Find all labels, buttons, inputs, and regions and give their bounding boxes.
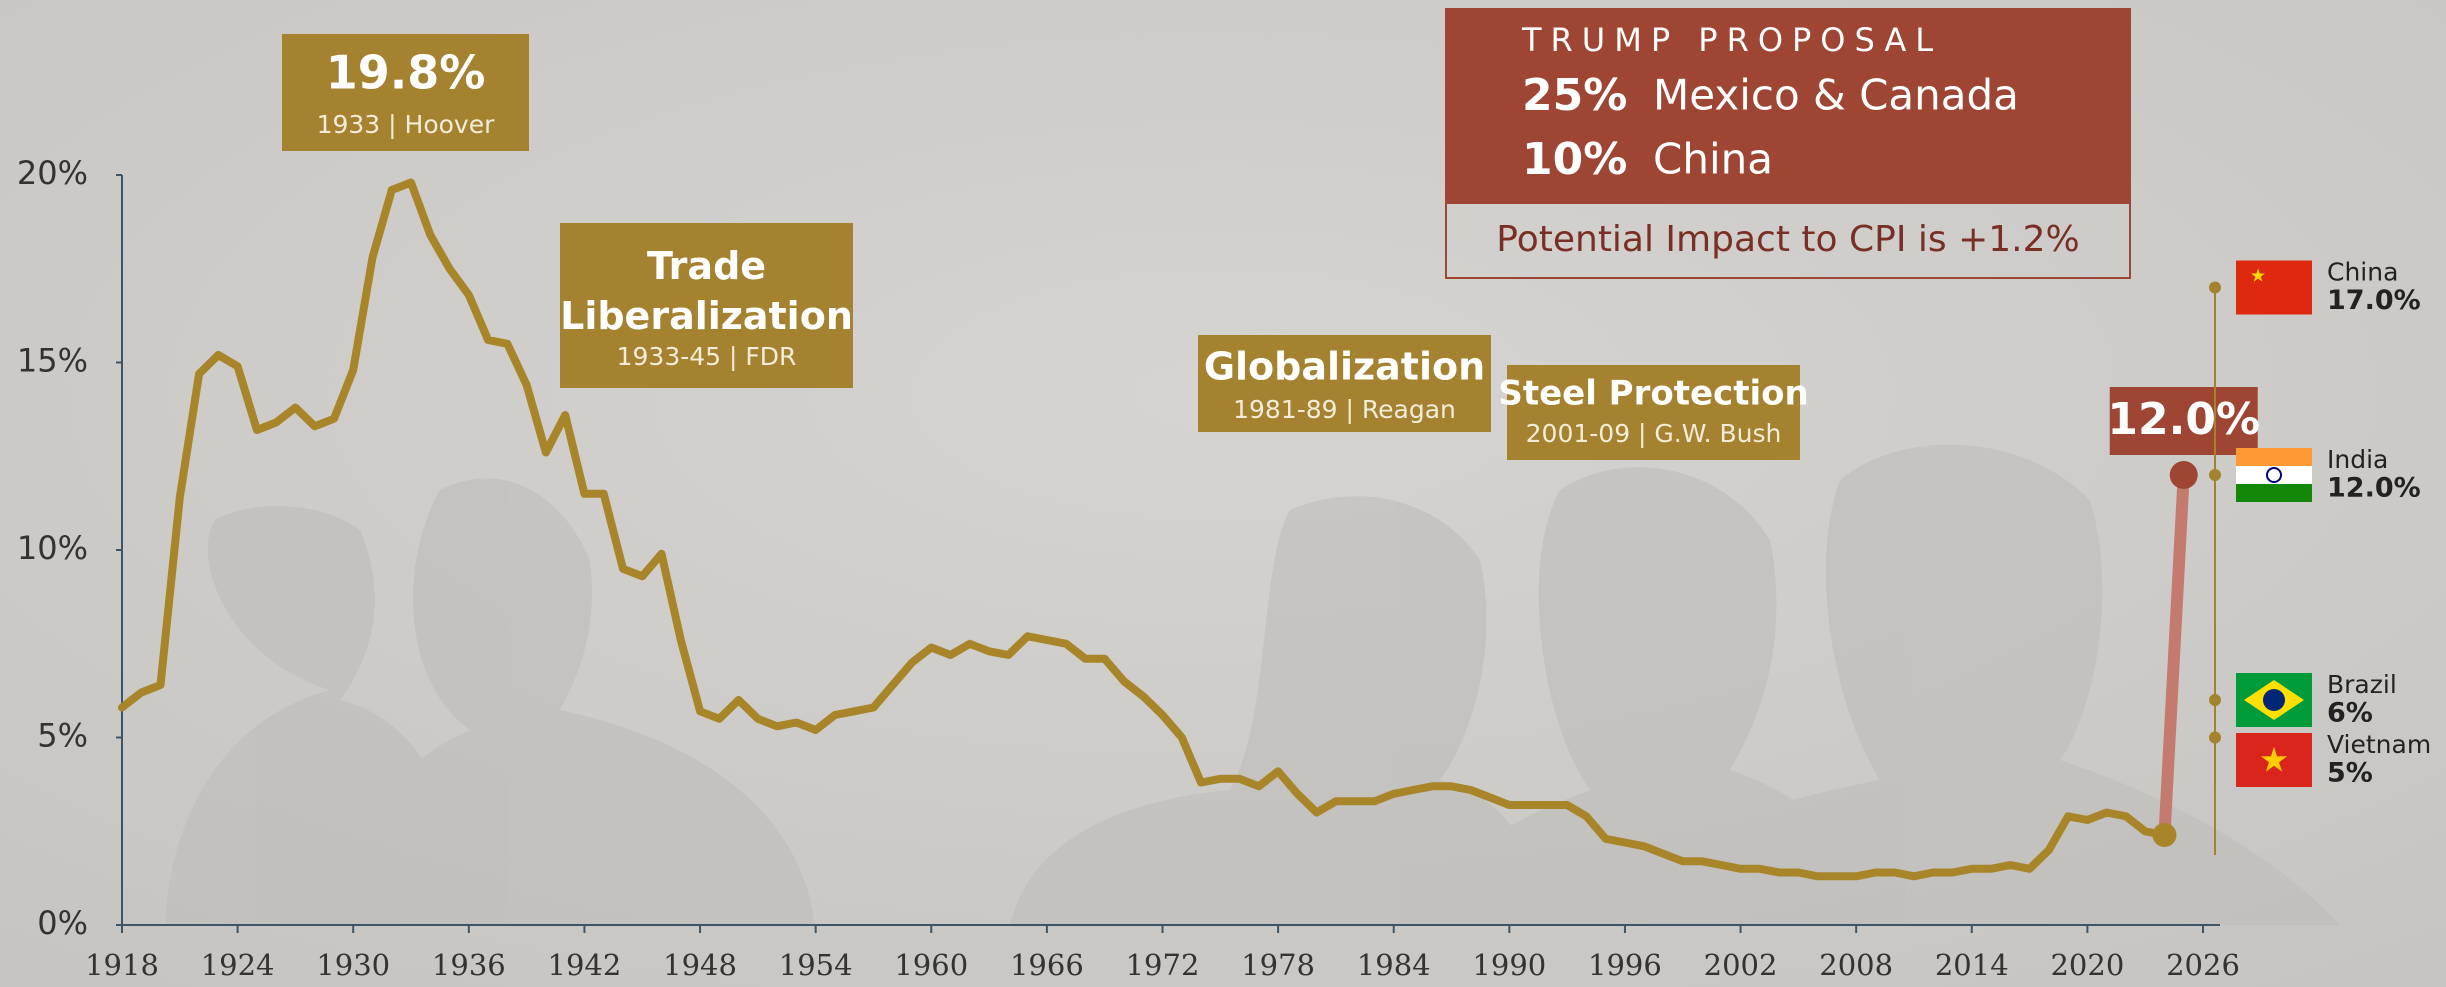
x-tick-label: 2026 — [2166, 948, 2240, 982]
annotation-subtitle: 2001-09 | G.W. Bush — [1526, 419, 1782, 448]
annotation-title-line: Liberalization — [560, 294, 853, 338]
country-rate: 6% — [2327, 698, 2373, 729]
x-tick-label: 1972 — [1126, 948, 1200, 982]
x-tick-label: 1960 — [894, 948, 968, 982]
annotation-title: Steel Protection — [1498, 374, 1808, 414]
flag-star: ★ — [2259, 741, 2289, 781]
country-point — [2209, 469, 2221, 481]
annotation-title: 19.8% — [326, 46, 486, 100]
flag — [2236, 484, 2312, 502]
x-tick-label: 2008 — [1819, 948, 1893, 982]
annotation-subtitle: 1933-45 | FDR — [617, 342, 797, 371]
annotation-title-line: Trade — [647, 244, 766, 288]
country-name: India — [2327, 445, 2388, 474]
country-flag — [2236, 448, 2312, 502]
proposal-rate: 25% — [1522, 70, 1627, 121]
x-tick-label: 1984 — [1357, 948, 1431, 982]
y-tick-label: 5% — [37, 717, 88, 755]
x-tick-label: 2014 — [1935, 948, 2009, 982]
annotation-title: Globalization — [1204, 345, 1485, 389]
flag — [2236, 261, 2312, 315]
last-point — [2152, 823, 2176, 847]
chart: 0% 5% 10% 15% 20% 1918 1924 1930 1936 1942 1948 195… — [0, 0, 2446, 987]
x-tick-label: 1948 — [663, 948, 737, 982]
x-tick-label: 1954 — [779, 948, 853, 982]
annotation-subtitle: 1933 | Hoover — [317, 110, 496, 139]
y-tick-label: 15% — [17, 342, 88, 380]
country-rate: 12.0% — [2327, 473, 2421, 504]
x-tick-label: 1966 — [1010, 948, 1084, 982]
country-name: China — [2327, 258, 2398, 287]
y-tick-label: 10% — [17, 529, 88, 567]
country-point — [2209, 694, 2221, 706]
proposed-label: 12.0% — [2107, 394, 2260, 445]
flag — [2263, 689, 2285, 711]
annotation-subtitle: 1981-89 | Reagan — [1233, 395, 1456, 424]
country-point — [2209, 732, 2221, 744]
proposal-note: Potential Impact to CPI is +1.2% — [1496, 219, 2079, 260]
x-tick-label: 2020 — [2050, 948, 2124, 982]
flag — [2236, 448, 2312, 466]
flag-star: ★ — [2250, 266, 2266, 287]
country-point — [2209, 282, 2221, 294]
country-flag: ★ — [2236, 733, 2312, 787]
proposal-countries: Mexico & Canada — [1653, 71, 2019, 120]
country-rate: 17.0% — [2327, 285, 2421, 316]
x-tick-label: 1936 — [432, 948, 506, 982]
country-rate: 5% — [2327, 758, 2373, 789]
country-name: Brazil — [2327, 670, 2397, 699]
x-tick-label: 1996 — [1588, 948, 1662, 982]
proposal-countries: China — [1653, 135, 1773, 184]
x-tick-label: 1918 — [85, 948, 159, 982]
proposal-header: TRUMP PROPOSAL — [1521, 21, 1942, 59]
country-flag — [2236, 673, 2312, 727]
proposal-rate: 10% — [1522, 134, 1627, 185]
y-tick-label: 0% — [37, 904, 88, 942]
country-flag: ★ — [2236, 261, 2312, 315]
x-tick-label: 1924 — [201, 948, 275, 982]
country-name: Vietnam — [2327, 730, 2431, 759]
x-tick-label: 1942 — [548, 948, 622, 982]
x-tick-label: 2002 — [1704, 948, 1778, 982]
y-tick-label: 20% — [17, 154, 88, 192]
x-tick-label: 1978 — [1241, 948, 1315, 982]
proposed-point — [2170, 461, 2198, 489]
x-tick-label: 1930 — [316, 948, 390, 982]
x-tick-label: 1990 — [1472, 948, 1546, 982]
